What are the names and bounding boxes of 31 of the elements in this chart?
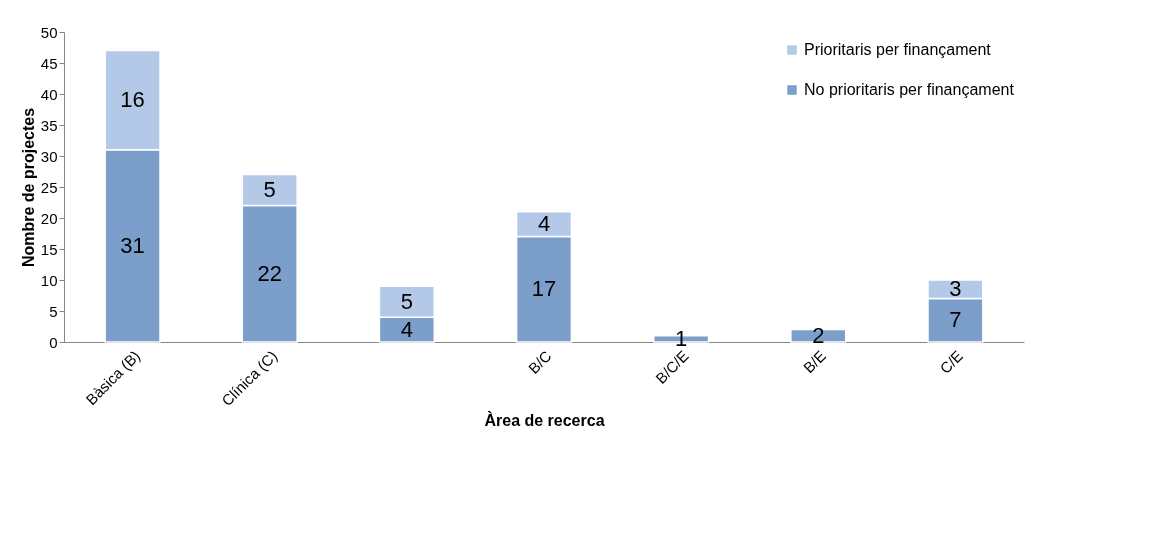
- data-label: 4: [400, 316, 413, 342]
- data-label: 5: [263, 177, 276, 203]
- y-tick-label: 0: [49, 333, 58, 351]
- y-tick-label: 5: [49, 302, 58, 320]
- legend-label: Prioritaris per finançament: [804, 41, 992, 58]
- y-tick-label: 20: [40, 209, 58, 227]
- y-tick-label: 40: [40, 85, 58, 103]
- data-label: 1: [675, 325, 688, 351]
- x-axis-title: Àrea de recerca: [484, 411, 605, 430]
- y-tick-label: 35: [40, 116, 58, 134]
- y-tick-label: 30: [40, 147, 58, 165]
- data-label: 7: [949, 307, 962, 333]
- y-tick-label: 50: [40, 23, 58, 41]
- data-label: 5: [400, 288, 413, 314]
- data-label: 31: [120, 232, 145, 258]
- y-tick-label: 10: [40, 271, 58, 289]
- x-tick-label: B/E: [799, 347, 829, 377]
- data-label: 16: [120, 87, 145, 113]
- data-label: 4: [537, 211, 551, 237]
- bar: [790, 328, 847, 343]
- legend-label: No prioritaris per finançament: [804, 81, 1015, 98]
- y-axis-title: Nombre de projectes: [19, 107, 37, 268]
- data-label: 22: [257, 260, 282, 286]
- y-tick-label: 25: [40, 178, 58, 196]
- y-tick-label: 15: [40, 240, 58, 258]
- data-label: 2: [812, 322, 825, 348]
- x-tick-label: C/E: [936, 347, 967, 377]
- data-label: 3: [949, 276, 962, 302]
- data-label: 17: [531, 276, 557, 302]
- x-tick-label: B/C: [524, 346, 555, 377]
- y-tick-label: 45: [40, 54, 58, 72]
